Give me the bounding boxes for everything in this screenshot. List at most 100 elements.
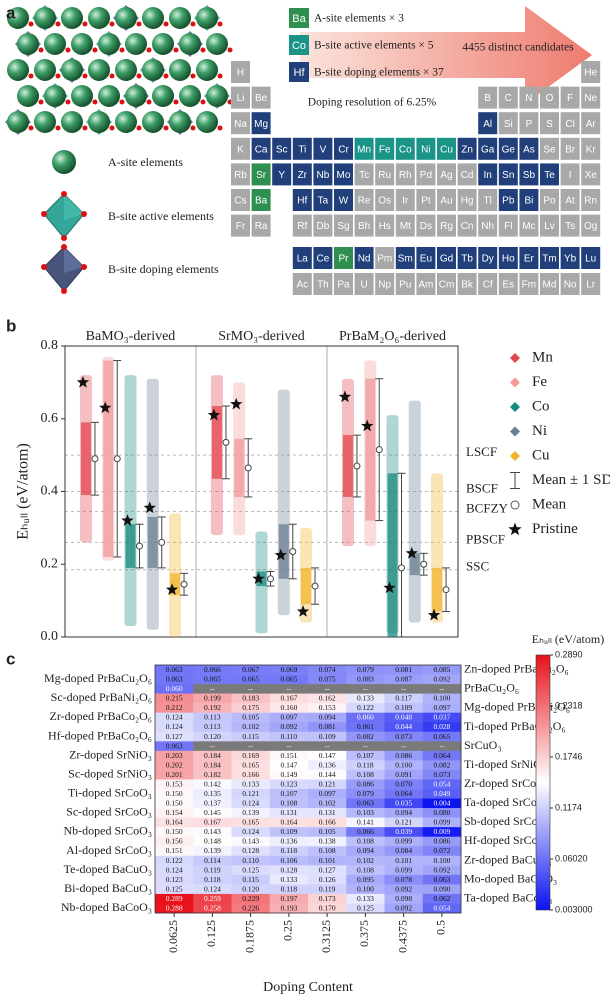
- cell-label: 0.064: [433, 751, 450, 760]
- oxygen: [217, 125, 223, 131]
- cell-label: 0.229: [242, 894, 259, 903]
- cell-label: 0.142: [204, 779, 221, 788]
- element-symbol: In: [484, 170, 492, 181]
- cell-label: 0.119: [319, 884, 336, 893]
- heat-cell: [422, 884, 462, 895]
- legend-label: Ni: [532, 423, 547, 439]
- value-range: [146, 378, 159, 630]
- cell-label: 0.074: [319, 665, 336, 674]
- element-cell: [498, 247, 518, 269]
- cell-label: --: [286, 684, 291, 693]
- heat-cell: [193, 750, 232, 761]
- cell-label: 0.100: [357, 884, 374, 893]
- heat-cell: [231, 874, 271, 885]
- element-symbol: Kr: [586, 144, 597, 155]
- cell-label: 0.147: [319, 751, 336, 760]
- cell-label: 0.226: [242, 903, 259, 912]
- cell-label: 0.124: [166, 713, 183, 722]
- mean-marker: [375, 446, 383, 454]
- oxygen: [82, 125, 88, 131]
- cell-label: 0.105: [319, 827, 336, 836]
- element-cell: [437, 273, 456, 295]
- element-cell: [498, 189, 518, 211]
- heat-cell: [308, 827, 347, 837]
- heat-cell: [231, 693, 271, 704]
- heat-cell: [231, 846, 271, 857]
- cell-label: 0.079: [357, 665, 374, 674]
- oxygen: [65, 99, 71, 105]
- sd-band: [365, 378, 376, 521]
- cell-label: 0.073: [433, 770, 450, 779]
- atom: [196, 59, 218, 81]
- element-cell: [581, 247, 601, 269]
- cell-label: 0.199: [204, 694, 221, 703]
- legend-symbol: Hf: [294, 67, 306, 79]
- heat-cell: [231, 779, 271, 790]
- atom: [71, 33, 93, 55]
- heat-cell: [269, 798, 309, 809]
- heat-cell: [269, 808, 309, 818]
- cell-label: 0.114: [204, 856, 221, 865]
- element-cell: [560, 214, 580, 237]
- cell-label: 0.087: [395, 675, 412, 684]
- element-symbol: Eu: [420, 254, 432, 265]
- sd-band: [103, 360, 114, 557]
- element-symbol: Ce: [317, 254, 330, 265]
- element-symbol: Na: [234, 119, 247, 130]
- cell-label: 0.081: [395, 665, 412, 674]
- element-symbol: Ar: [586, 119, 597, 130]
- element-cell: [519, 86, 539, 109]
- cell-label: 0.150: [166, 799, 183, 808]
- element-symbol: Rn: [584, 196, 597, 207]
- cell-label: 0.122: [357, 703, 374, 712]
- cell-label: 0.100: [433, 694, 450, 703]
- heat-cell: [346, 836, 385, 847]
- cell-label: 0.082: [433, 760, 450, 769]
- element-cell: [560, 189, 580, 211]
- cell-label: 0.133: [242, 779, 259, 788]
- heat-cell: [384, 703, 424, 713]
- heat-cell: [231, 674, 271, 685]
- element-symbol: Es: [502, 280, 514, 291]
- heat-cell: [384, 789, 424, 799]
- heat-cell: [308, 846, 347, 857]
- cell-label: 0.106: [280, 856, 297, 865]
- oxygen: [173, 99, 179, 105]
- heat-cell: [193, 789, 232, 799]
- colorbar-tick-label: 0.2318: [555, 700, 583, 710]
- atom: [125, 33, 147, 55]
- legend-label: Mn: [532, 349, 553, 365]
- heat-cell: [422, 722, 462, 733]
- cell-label: 0.061: [357, 722, 374, 731]
- element-symbol: Ho: [502, 254, 515, 265]
- heat-cell: [231, 769, 271, 780]
- heat-cell: [384, 769, 424, 780]
- heat-cell: [346, 808, 385, 818]
- cell-label: 0.167: [204, 818, 221, 827]
- cell-label: 0.162: [319, 694, 336, 703]
- reference-label: SSC: [466, 559, 489, 574]
- row-label: Sc-doped PrBaNi₂O₆: [51, 690, 152, 704]
- atom: [142, 59, 164, 81]
- element-symbol: Lu: [585, 254, 596, 265]
- cell-label: 0.102: [357, 856, 374, 865]
- oxygen: [173, 47, 179, 53]
- cell-label: 0.109: [395, 703, 412, 712]
- atom: [152, 33, 174, 55]
- element-symbol: Cs: [234, 196, 246, 207]
- cell-label: 0.102: [319, 799, 336, 808]
- legend-symbol: Co: [292, 40, 306, 52]
- cell-label: 0.124: [166, 722, 183, 731]
- heat-cell: [155, 827, 194, 837]
- heat-cell: [308, 884, 347, 895]
- cell-label: 0.090: [433, 884, 450, 893]
- colorbar-tick-label: 0.003000: [555, 904, 593, 914]
- element-symbol: Er: [524, 254, 535, 265]
- heat-cell: [269, 903, 309, 914]
- cell-label: 0.113: [204, 722, 221, 731]
- atom: [98, 33, 120, 55]
- element-cell: [457, 163, 477, 186]
- element-symbol: Al: [483, 119, 492, 130]
- atom: [34, 7, 56, 29]
- atom: [206, 85, 228, 107]
